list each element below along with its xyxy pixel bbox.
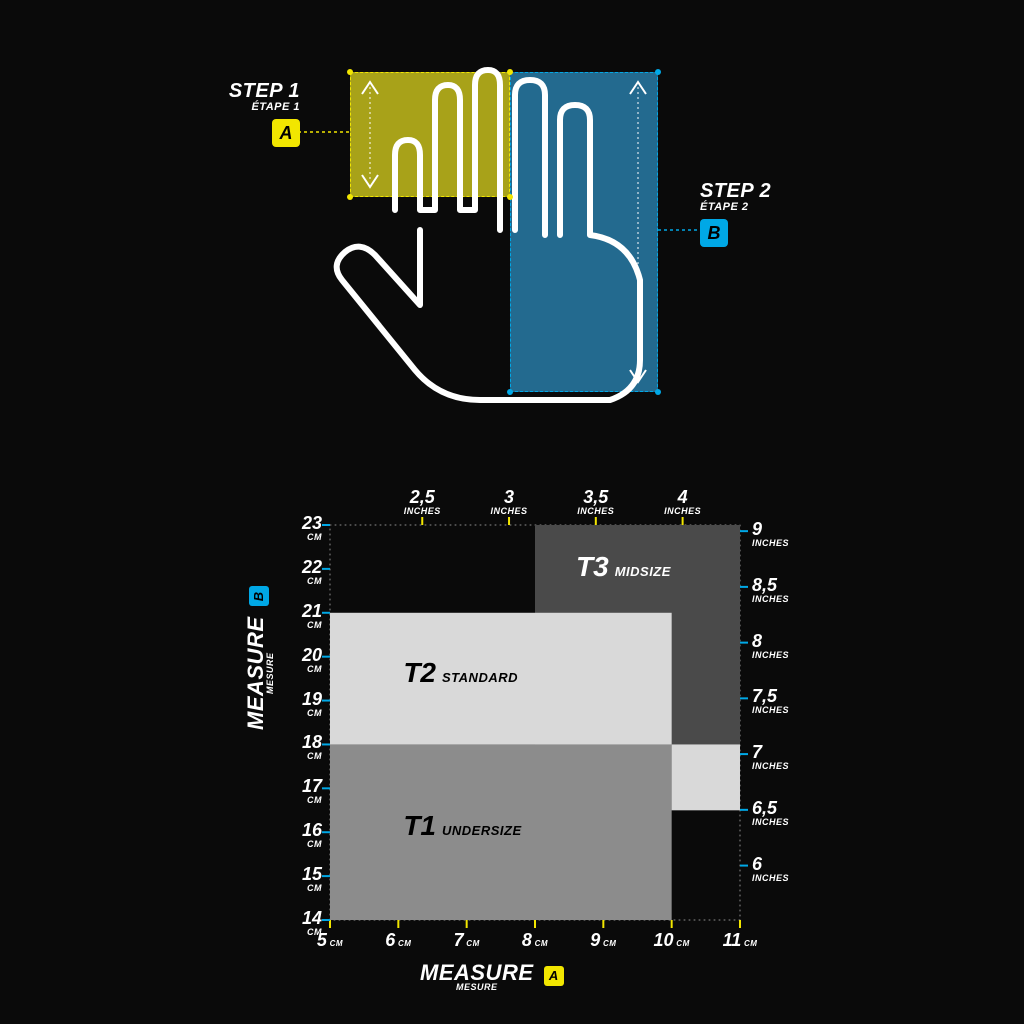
y-cm-tick: 21CM	[280, 601, 322, 630]
y-axis-badge: B	[249, 586, 269, 606]
y-axis-label-block: MEASURE MESURE B	[243, 586, 275, 730]
size-chart: T1UNDERSIZET2STANDARDT3MIDSIZE5 CM6 CM7 …	[0, 0, 1024, 1024]
x-cm-tick: 11 CM	[715, 930, 765, 951]
y-cm-tick: 23CM	[280, 513, 322, 542]
region-t1-label: T1UNDERSIZE	[403, 810, 521, 842]
y-cm-tick: 20CM	[280, 645, 322, 674]
x-cm-tick: 7 CM	[442, 930, 492, 951]
x-axis-label-block: MEASURE MESURE A	[420, 960, 564, 992]
y-cm-tick: 15CM	[280, 864, 322, 893]
y-in-tick: 8,5INCHES	[752, 575, 812, 604]
y-cm-tick: 14CM	[280, 908, 322, 937]
x-in-tick: 3INCHES	[479, 487, 539, 516]
y-cm-tick: 22CM	[280, 557, 322, 586]
y-cm-tick: 17CM	[280, 776, 322, 805]
y-in-tick: 6INCHES	[752, 854, 812, 883]
y-in-tick: 9INCHES	[752, 519, 812, 548]
y-cm-tick: 18CM	[280, 732, 322, 761]
x-in-tick: 2,5INCHES	[392, 487, 452, 516]
x-in-tick: 3,5INCHES	[566, 487, 626, 516]
x-cm-tick: 10 CM	[647, 930, 697, 951]
y-cm-tick: 19CM	[280, 689, 322, 718]
x-cm-tick: 6 CM	[373, 930, 423, 951]
y-in-tick: 6,5INCHES	[752, 798, 812, 827]
y-in-tick: 7,5INCHES	[752, 686, 812, 715]
x-cm-tick: 9 CM	[578, 930, 628, 951]
region-t3-label: T3MIDSIZE	[576, 551, 671, 583]
x-cm-tick: 8 CM	[510, 930, 560, 951]
y-in-tick: 8INCHES	[752, 631, 812, 660]
y-cm-tick: 16CM	[280, 820, 322, 849]
x-in-tick: 4INCHES	[653, 487, 713, 516]
region-t2-label: T2STANDARD	[403, 657, 518, 689]
y-in-tick: 7INCHES	[752, 742, 812, 771]
x-axis-badge: A	[544, 966, 564, 986]
